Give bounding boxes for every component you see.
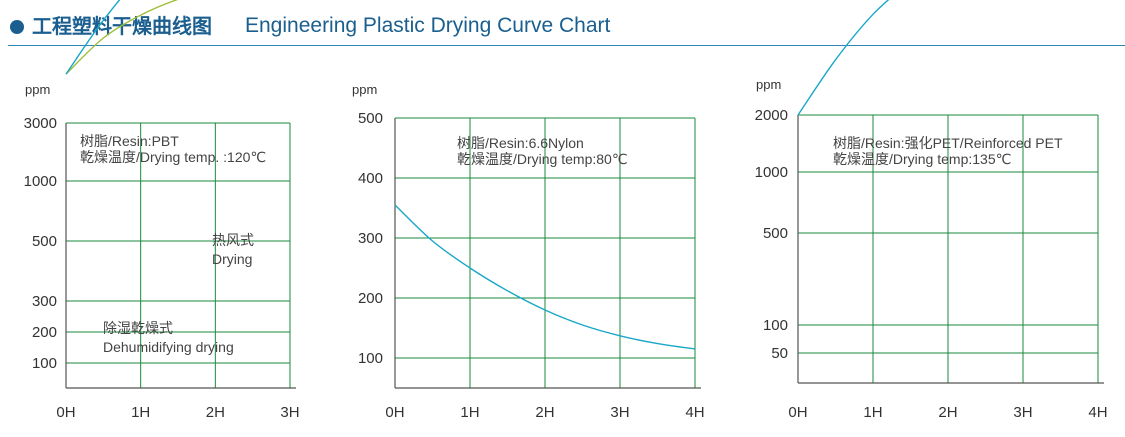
chart1-series-label: Dehumidifying drying [103, 339, 234, 355]
chart3-x-tick-label: 1H [863, 404, 882, 421]
chart1-series-label: 热风式 [212, 232, 254, 248]
chart1-y-unit-label: ppm [25, 82, 50, 97]
chart3-x-tick-label: 3H [1013, 404, 1032, 421]
chart3-y-tick-label: 50 [771, 345, 788, 362]
chart2-series-line-0 [394, 204, 696, 350]
chart3-y-unit-label: ppm [756, 77, 781, 92]
chart3-series-line-0 [797, 0, 890, 116]
chart1-y-tick-label: 500 [32, 233, 57, 250]
chart2-annotation: 乾燥温度/Drying temp:80℃ [457, 151, 628, 167]
chart2-x-tick-label: 3H [610, 404, 629, 421]
chart2-annotation: 树脂/Resin:6.6Nylon [457, 135, 584, 151]
chart3-y-tick-label: 1000 [755, 164, 788, 181]
chart1-x-tick-label: 0H [56, 404, 75, 421]
chart1-series-line-0 [65, 0, 179, 75]
chart3-x-tick-label: 2H [938, 404, 957, 421]
chart2-x-tick-label: 0H [385, 404, 404, 421]
chart1-x-tick-label: 2H [206, 404, 225, 421]
chart3-y-tick-label: 100 [763, 317, 788, 334]
chart1-series-label: 除湿乾燥式 [103, 320, 173, 336]
chart2-x-tick-label: 2H [535, 404, 554, 421]
page-title-english: Engineering Plastic Drying Curve Chart [245, 14, 611, 37]
chart1-y-tick-label: 1000 [24, 173, 57, 190]
chart2-y-tick-label: 300 [358, 230, 383, 247]
chart1-series-line-1 [65, 0, 121, 75]
chart1-x-tick-label: 1H [131, 404, 150, 421]
chart1-y-tick-label: 100 [32, 355, 57, 372]
chart3-x-tick-label: 0H [788, 404, 807, 421]
chart3-x-tick-label: 4H [1088, 404, 1107, 421]
bullet-dot-icon [10, 20, 24, 34]
chart2-x-tick-label: 1H [460, 404, 479, 421]
header-divider [8, 45, 1125, 46]
chart2-y-tick-label: 500 [358, 110, 383, 127]
chart3-y-tick-label: 500 [763, 225, 788, 242]
chart1-annotation: 乾燥温度/Drying temp. :120℃ [80, 149, 266, 165]
chart2-y-tick-label: 100 [358, 350, 383, 367]
chart2-y-tick-label: 400 [358, 170, 383, 187]
chart2-y-unit-label: ppm [352, 82, 377, 97]
chart3-annotation: 乾燥温度/Drying temp:135℃ [833, 151, 1011, 167]
chart3-annotation: 树脂/Resin:强化PET/Reinforced PET [833, 135, 1063, 151]
chart1-y-tick-label: 3000 [24, 115, 57, 132]
chart2-y-tick-label: 200 [358, 290, 383, 307]
chart1-annotation: 树脂/Resin:PBT [80, 133, 179, 149]
chart1-y-tick-label: 200 [32, 324, 57, 341]
chart2-x-tick-label: 4H [685, 404, 704, 421]
chart1-y-tick-label: 300 [32, 293, 57, 310]
chart1-series-label: Drying [212, 251, 252, 267]
chart3-y-tick-label: 2000 [755, 107, 788, 124]
chart1-x-tick-label: 3H [280, 404, 299, 421]
